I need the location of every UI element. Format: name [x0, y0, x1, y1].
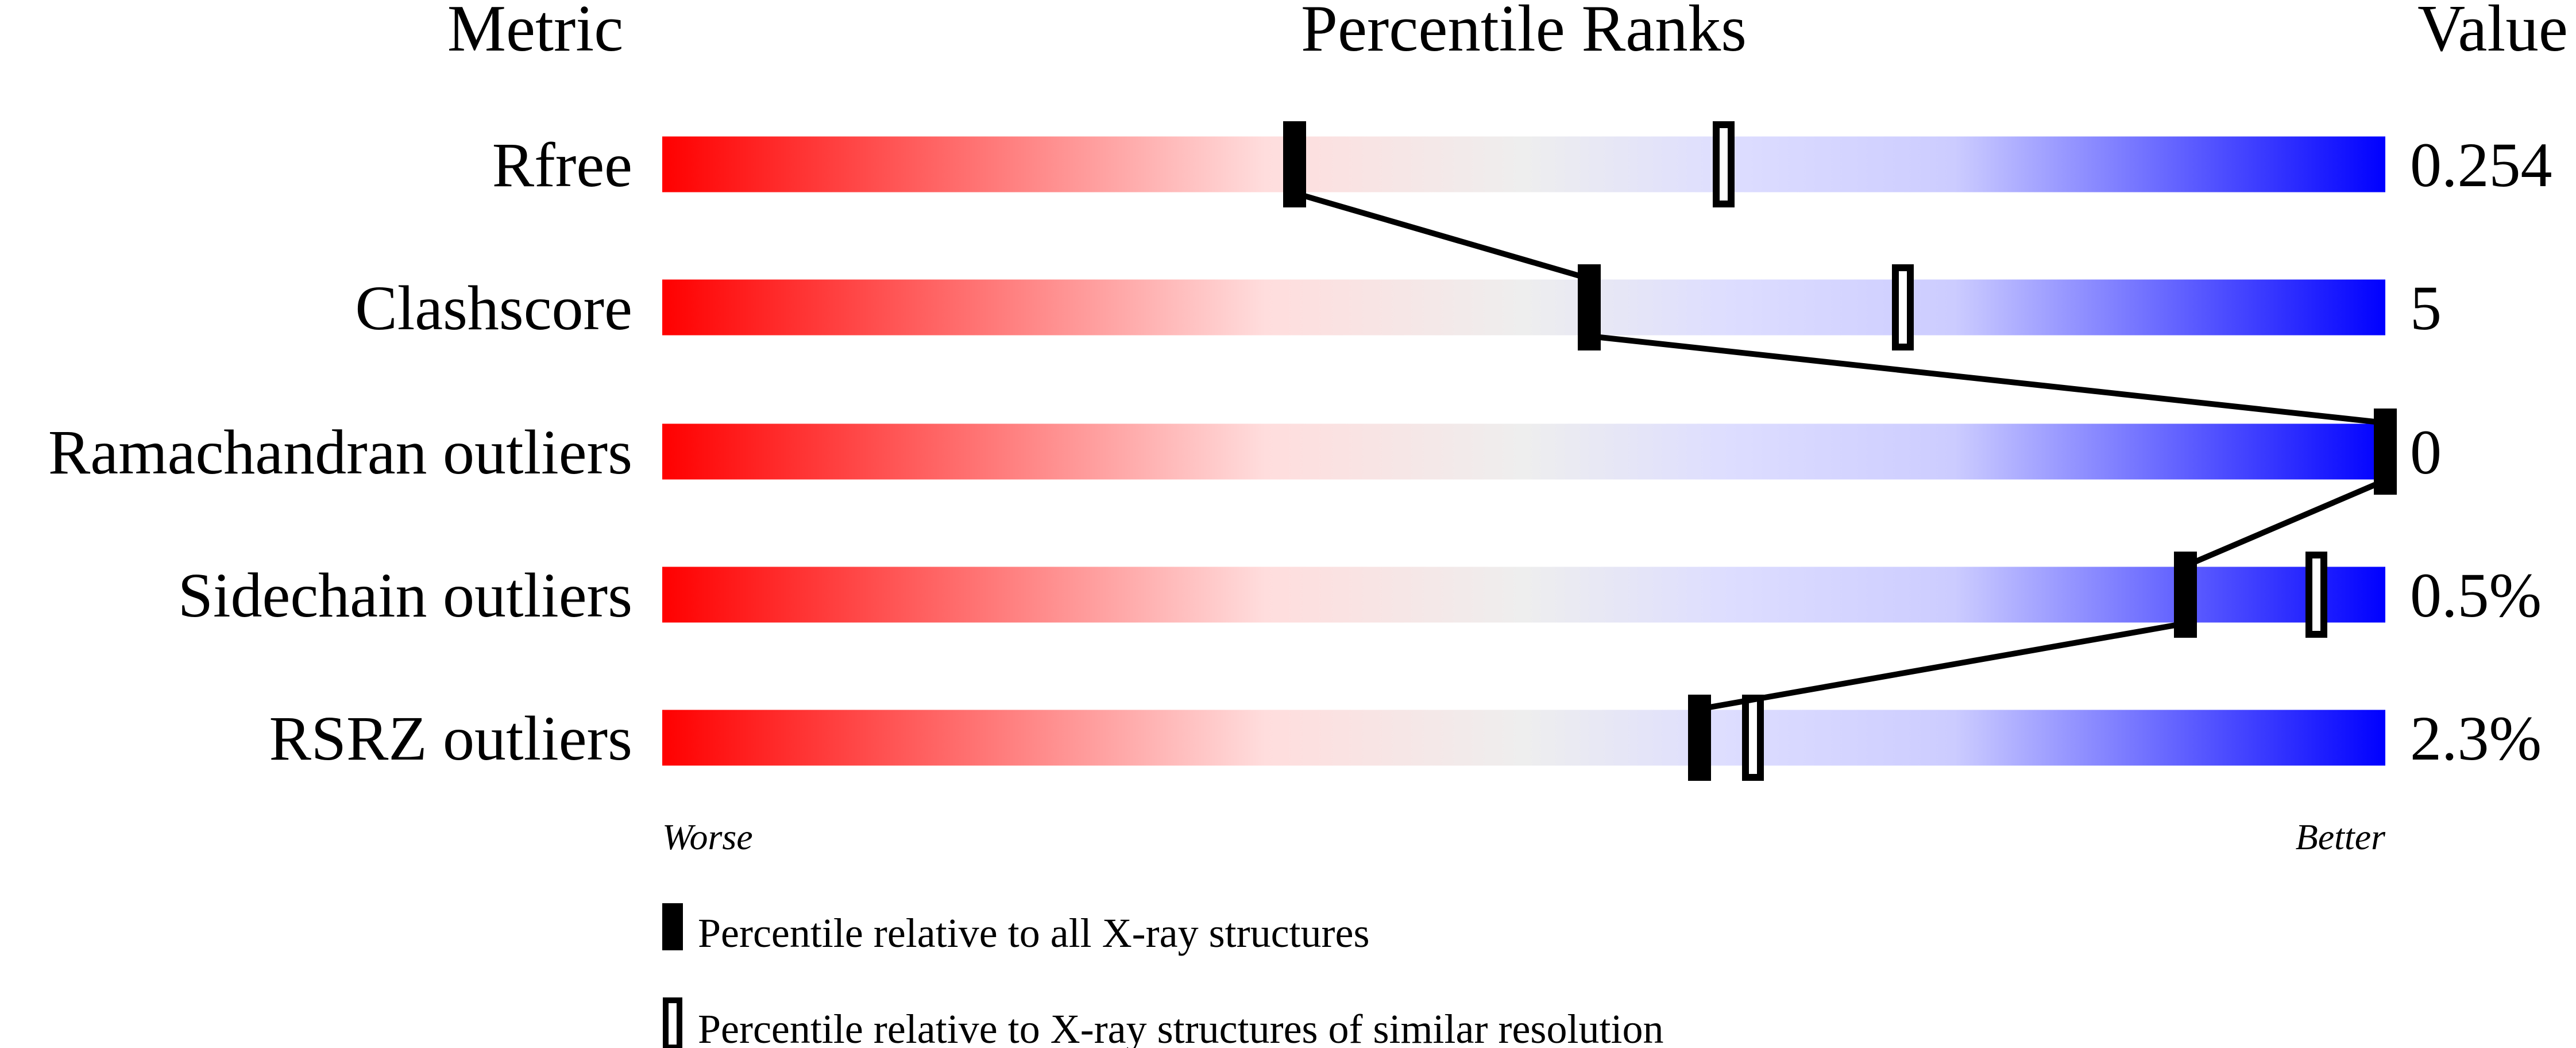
percentile-bar — [662, 423, 2385, 480]
similar-resolution-marker — [2305, 552, 2327, 638]
metric-row: Sidechain outliers 0.5% — [178, 552, 2542, 638]
percentile-bar — [662, 567, 2385, 623]
legend-similar: Percentile relative to X-ray structures … — [698, 1006, 1663, 1048]
axis-better: Better — [2296, 816, 2386, 857]
metric-row: RSRZ outliers 2.3% — [269, 695, 2542, 781]
metric-label: Sidechain outliers — [178, 560, 632, 630]
metric-label: RSRZ outliers — [269, 703, 632, 773]
legend-filled-marker-icon — [662, 903, 683, 950]
connector-line — [1589, 333, 2386, 426]
metric-value: 0 — [2410, 417, 2442, 487]
header-metric: Metric — [447, 0, 624, 65]
metric-label: Rfree — [492, 130, 632, 200]
percentile-bar — [662, 136, 2385, 192]
metric-value: 0.254 — [2410, 130, 2552, 200]
metric-label: Ramachandran outliers — [48, 417, 632, 487]
metric-row: Clashscore 5 — [355, 264, 2442, 350]
percentile-bar — [662, 710, 2385, 766]
percentile-bar — [662, 279, 2385, 336]
metric-label: Clashscore — [355, 273, 632, 343]
legend-open-marker-icon — [663, 997, 682, 1048]
connector-line — [1293, 190, 1590, 282]
metric-value: 5 — [2410, 273, 2442, 343]
similar-resolution-marker — [1713, 121, 1735, 207]
header-percentile: Percentile Ranks — [1301, 0, 1747, 65]
metric-row: Ramachandran outliers 0 — [48, 409, 2442, 495]
metric-row: Rfree 0.254 — [492, 121, 2552, 207]
connector-line — [1699, 621, 2186, 712]
metric-value: 2.3% — [2410, 703, 2542, 773]
legend-all: Percentile relative to all X-ray structu… — [698, 910, 1370, 956]
metric-value: 0.5% — [2410, 560, 2542, 630]
axis-worse: Worse — [662, 816, 753, 857]
similar-resolution-marker — [1742, 695, 1764, 781]
similar-resolution-marker — [1892, 264, 1914, 350]
header-value: Value — [2417, 0, 2568, 65]
connector-line — [2184, 477, 2386, 569]
